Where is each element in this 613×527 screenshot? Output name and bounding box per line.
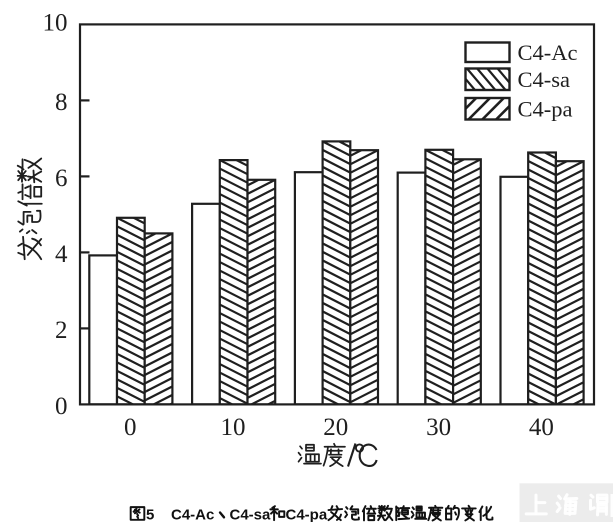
svg-text:0: 0 [124,414,137,441]
svg-text:C4-sa: C4-sa [230,506,272,522]
svg-text:30: 30 [426,414,451,441]
svg-text:C4-pa: C4-pa [286,506,328,522]
svg-text:20: 20 [323,414,348,441]
svg-text:10: 10 [43,10,68,37]
svg-text:10: 10 [221,414,246,441]
svg-text:2: 2 [55,317,68,344]
svg-text:0: 0 [55,393,68,420]
svg-text:5: 5 [146,506,154,522]
svg-text:4: 4 [55,241,68,268]
svg-text:C4-pa: C4-pa [518,97,573,122]
svg-text:8: 8 [55,89,68,116]
svg-text:C4-sa: C4-sa [518,67,571,92]
svg-text:C4-Ac: C4-Ac [518,40,578,65]
svg-text:40: 40 [529,414,554,441]
svg-text:C4-Ac: C4-Ac [171,506,214,522]
svg-text:6: 6 [55,165,68,192]
